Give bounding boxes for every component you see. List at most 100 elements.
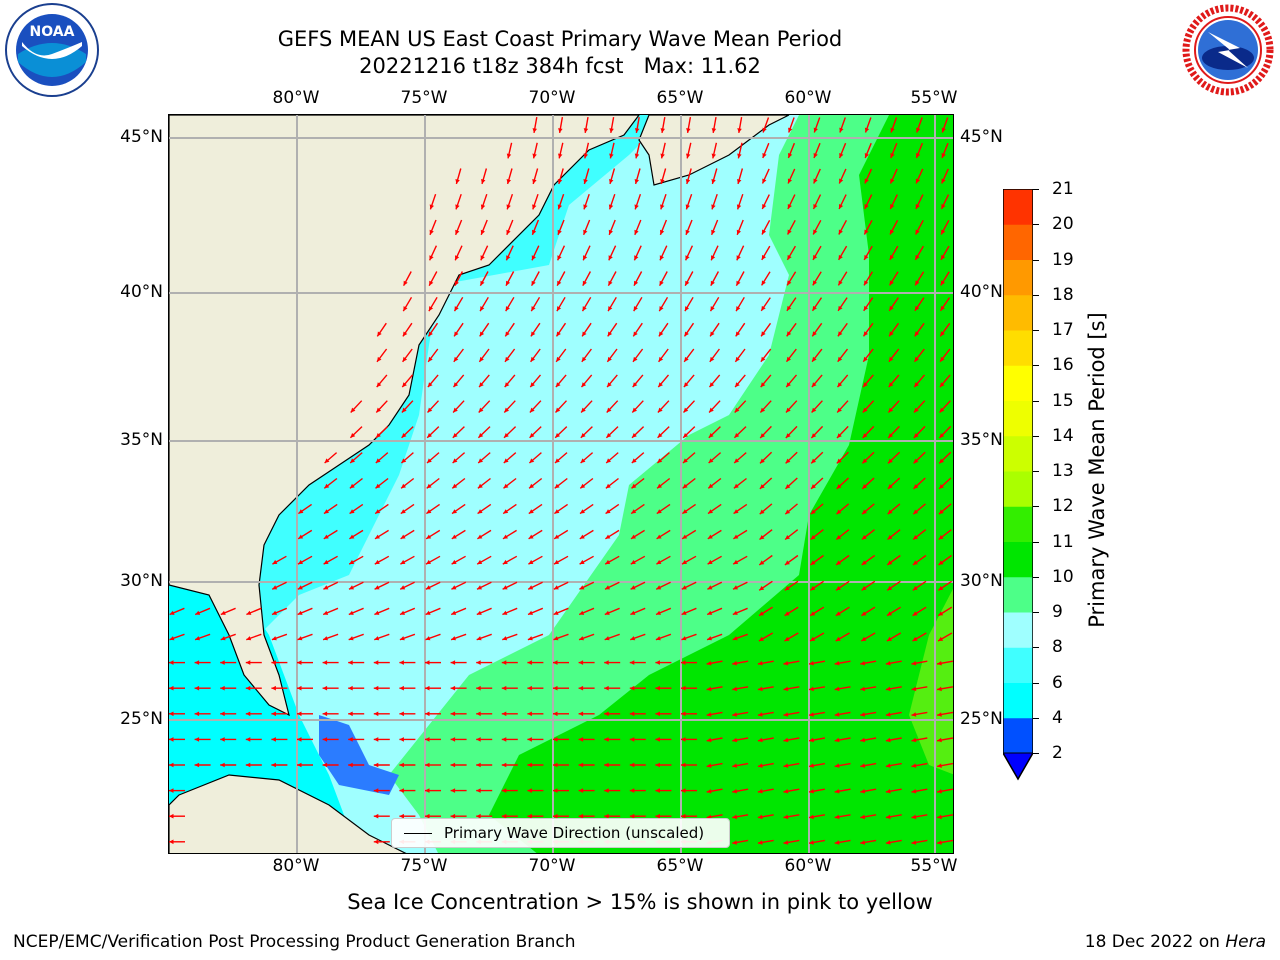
lon-label-bottom-75w: 75°W [400, 856, 448, 876]
wave-arrow-head [938, 509, 944, 515]
wave-arrow-head [757, 712, 763, 717]
wave-arrow-head [940, 280, 945, 286]
wave-arrow-head [786, 356, 791, 362]
wave-arrow-head [506, 179, 511, 184]
wave-arrow-head [911, 712, 917, 717]
wave-arrow-head [657, 407, 663, 413]
wave-arrow-head [426, 559, 431, 565]
wave-arrow-head [557, 280, 562, 286]
wave-arrow-head [813, 204, 818, 209]
wave-arrow-head [169, 737, 174, 742]
wave-arrow-head [476, 788, 481, 793]
wave-arrow-head [707, 585, 713, 590]
wave-arrow-head [860, 661, 866, 666]
wave-arrow-head [604, 737, 609, 742]
wave-arrow-head [583, 128, 589, 133]
wave-arrow-head [783, 737, 789, 743]
wave-arrow-head [864, 127, 870, 133]
wave-arrow-head [785, 509, 791, 515]
wave-arrow-head [403, 280, 408, 286]
wave-arrow-head [737, 153, 742, 159]
wave-arrow-head [685, 179, 691, 184]
wave-arrow-head [578, 737, 584, 742]
wave-arrow-head [813, 178, 818, 184]
wave-arrow-head [604, 813, 609, 819]
wave-arrow-head [809, 661, 814, 666]
colorbar-tick-mark [1033, 753, 1039, 754]
wave-arrow-head [809, 686, 814, 692]
wave-arrow-head [400, 534, 406, 539]
wave-arrow-head [681, 685, 686, 691]
wave-arrow-head [885, 712, 891, 717]
wave-arrow-head [939, 458, 944, 464]
wave-arrow-head [735, 382, 740, 388]
wave-arrow-head [246, 610, 252, 615]
wave-arrow-head [839, 204, 844, 209]
wave-arrow-head [578, 711, 584, 717]
wave-arrow-head [375, 509, 381, 514]
wave-arrow-head [786, 305, 792, 311]
wave-arrow-head [915, 280, 920, 286]
wave-arrow-head [888, 356, 894, 362]
wave-arrow-head [450, 685, 456, 691]
wave-arrow-head [401, 407, 407, 413]
wave-arrow-head [506, 204, 511, 210]
wave-arrow-head [762, 153, 767, 158]
wave-arrow-head [655, 737, 660, 742]
lat-label-left-30n: 30°N [120, 571, 163, 591]
wave-arrow-head [427, 433, 432, 438]
wave-arrow-head [733, 559, 739, 565]
wave-arrow-head [377, 356, 382, 362]
wave-arrow-head [889, 305, 894, 311]
wave-arrow-head [838, 305, 843, 311]
wave-arrow-head [711, 179, 716, 184]
wave-arrow-head [656, 559, 662, 565]
wave-arrow-head [888, 407, 894, 413]
wave-arrow-head [834, 840, 840, 845]
wave-arrow-head [657, 433, 663, 438]
wave-arrow-head [476, 636, 482, 641]
colorbar [1003, 189, 1033, 781]
wave-arrow-head [530, 382, 535, 388]
wave-arrow-head [733, 509, 739, 514]
wave-arrow-head [271, 685, 276, 691]
wave-arrow-head [735, 331, 741, 337]
wave-arrow-head [683, 458, 688, 463]
wave-arrow-head [864, 204, 869, 209]
wave-arrow-head [629, 660, 635, 665]
colorbar-segment [1003, 612, 1033, 648]
wave-arrow-head [450, 762, 456, 768]
wave-arrow-head [428, 306, 434, 312]
wave-arrow-head [194, 660, 200, 665]
wave-arrow-head [451, 559, 457, 565]
wave-arrow-head [732, 737, 738, 743]
lon-label-top-80w: 80°W [272, 88, 320, 108]
wave-arrow-head [478, 458, 483, 463]
wave-arrow-head [684, 356, 689, 362]
wave-arrow-head [399, 813, 404, 819]
wave-arrow-head [711, 204, 716, 210]
wave-arrow-head [834, 712, 840, 717]
wave-arrow-head [425, 762, 430, 768]
wave-arrow-head [428, 331, 433, 337]
wave-arrow-head [706, 763, 712, 768]
wave-arrow-head [940, 356, 945, 362]
wave-arrow-head [501, 711, 507, 717]
wave-arrow-head [860, 737, 866, 743]
wave-arrow-head [169, 788, 174, 793]
wave-arrow-head [581, 382, 587, 388]
wave-arrow-head [297, 585, 303, 590]
colorbar-tick-label: 21 [1052, 179, 1074, 199]
wave-arrow-head [631, 534, 636, 539]
wave-arrow-head [297, 711, 302, 717]
wave-arrow-head [887, 585, 893, 591]
wave-arrow-head [786, 382, 791, 388]
wave-arrow-head [885, 737, 891, 743]
wave-arrow-head [709, 382, 715, 388]
wave-arrow-head [889, 254, 894, 260]
wave-arrow-head [297, 610, 303, 615]
wave-arrow-head [501, 685, 507, 691]
wave-arrow-head [834, 789, 840, 794]
colorbar-segment [1003, 576, 1033, 613]
wave-arrow-head [811, 407, 817, 413]
